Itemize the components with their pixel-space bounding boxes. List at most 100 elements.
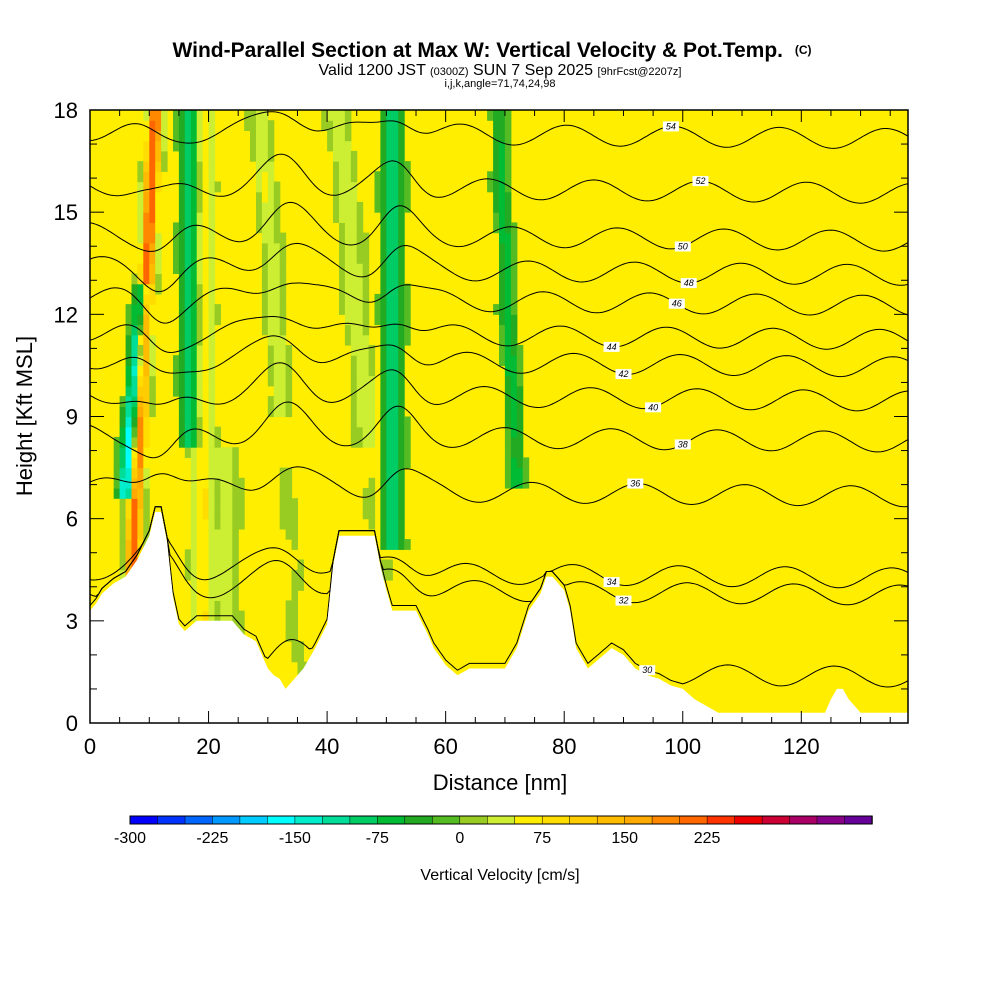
w-cell [178, 232, 186, 244]
w-cell [504, 201, 512, 213]
w-cell [261, 273, 269, 285]
w-cell [291, 631, 298, 642]
w-cell [131, 314, 138, 326]
w-cell [499, 130, 506, 142]
w-cell [196, 212, 204, 223]
w-cell [291, 580, 298, 591]
x-axis-label: Distance [nm] [433, 770, 568, 795]
w-cell [256, 191, 263, 203]
w-cell [398, 488, 405, 499]
w-cell [398, 273, 405, 285]
w-cell [155, 212, 162, 223]
w-cell [202, 508, 210, 520]
y-tick-label: 3 [66, 609, 78, 634]
w-cell [499, 171, 506, 183]
w-cell [333, 110, 340, 121]
w-cell [356, 355, 364, 366]
w-cell [178, 426, 186, 438]
w-cell [380, 171, 387, 183]
w-cell [214, 559, 221, 571]
isentrope-38 [90, 401, 908, 459]
w-cell [504, 253, 512, 264]
w-cell [196, 314, 204, 326]
w-cell [273, 355, 281, 366]
w-cell [196, 498, 204, 509]
colorbar-tick-label: 225 [694, 830, 721, 847]
w-cell [516, 467, 524, 479]
w-cell [190, 457, 198, 469]
w-cell [380, 273, 387, 285]
w-cell [398, 304, 405, 315]
w-cell [279, 253, 287, 264]
w-cell [493, 161, 500, 172]
w-cell [392, 242, 399, 254]
w-cell [202, 365, 210, 377]
w-cell [279, 263, 287, 274]
w-cell [149, 334, 156, 346]
w-cell [350, 396, 358, 407]
w-cell [208, 436, 216, 448]
w-cell [350, 150, 358, 162]
w-cell [344, 161, 352, 172]
w-cell [344, 334, 352, 346]
w-cell [143, 355, 150, 366]
w-cell [356, 365, 364, 377]
y-tick-label: 15 [54, 200, 78, 225]
isentrope-label-bg [627, 478, 644, 489]
w-cell [510, 283, 518, 295]
w-cell [499, 263, 506, 274]
w-cell [374, 304, 381, 315]
w-cell [119, 498, 127, 509]
w-cell [380, 130, 387, 142]
w-cell [504, 304, 512, 315]
w-cell [125, 416, 133, 428]
w-cell [125, 539, 133, 550]
colorbar-swatch [706, 815, 736, 825]
w-cell [202, 549, 210, 561]
w-cell [398, 498, 405, 509]
w-cell [380, 457, 387, 469]
w-cell [131, 467, 138, 479]
w-cell [386, 498, 393, 509]
w-cell [499, 201, 506, 213]
w-cell [267, 406, 275, 418]
w-cell [380, 355, 387, 366]
w-cell [350, 263, 358, 274]
w-cell [398, 528, 405, 540]
w-cell [214, 600, 221, 612]
w-cell [504, 242, 512, 254]
w-cell [208, 232, 216, 244]
w-cell [504, 447, 512, 458]
w-cell [131, 385, 138, 397]
w-cell [155, 201, 162, 213]
w-cell [333, 181, 340, 193]
w-cell [202, 406, 210, 418]
w-cell [267, 324, 275, 336]
w-cell [184, 365, 192, 377]
w-cell [398, 406, 405, 418]
w-cell [131, 498, 138, 509]
y-tick-label: 12 [54, 302, 78, 327]
w-cell [273, 375, 281, 387]
w-cell [327, 140, 334, 152]
w-cell [356, 385, 364, 397]
w-cell [196, 161, 204, 172]
w-cell [380, 150, 387, 162]
w-cell [386, 273, 393, 285]
w-cell [196, 130, 204, 142]
w-cell [504, 120, 512, 131]
w-cell [285, 620, 293, 632]
w-cell [208, 375, 216, 387]
w-cell [125, 355, 133, 366]
w-cell [516, 447, 524, 458]
w-cell [261, 242, 269, 254]
w-cell [113, 467, 121, 479]
w-cell [190, 416, 198, 428]
w-cell [392, 150, 399, 162]
w-cell [256, 181, 263, 193]
w-cell [362, 253, 370, 264]
w-cell [220, 508, 227, 520]
w-cell [208, 549, 216, 561]
w-cell [161, 110, 168, 121]
w-cell [261, 130, 269, 142]
